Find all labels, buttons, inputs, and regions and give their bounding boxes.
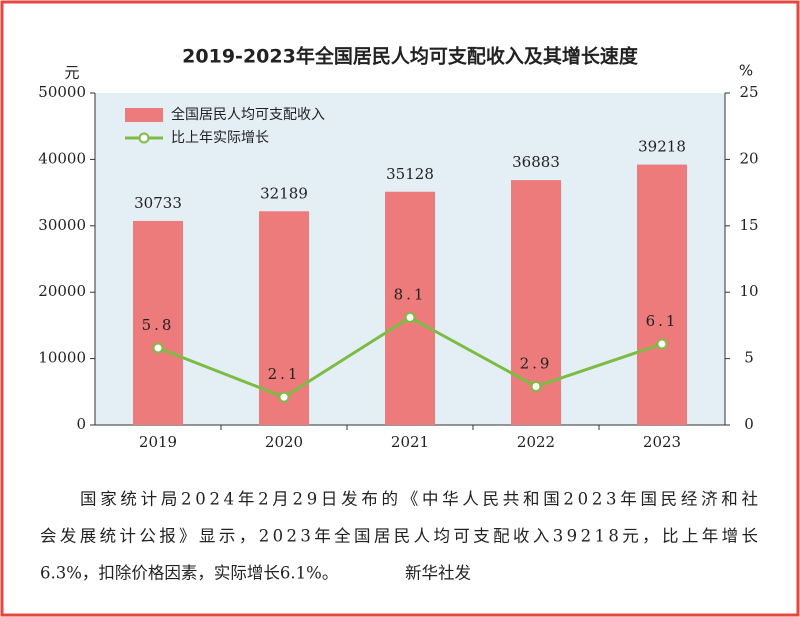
y2-tick-label: 5 [744, 349, 754, 367]
y-tick-label: 10000 [38, 349, 86, 367]
y2-tick-label: 25 [739, 83, 758, 101]
line-marker [278, 391, 290, 403]
chart-title: 2019-2023年全国居民人均可支配收入及其增长速度 [182, 45, 639, 68]
bar-value-label: 32189 [260, 184, 308, 202]
bar [637, 164, 687, 426]
y2-tick-label: 20 [739, 149, 758, 167]
y-tick-label: 20000 [38, 282, 86, 300]
legend-label: 比上年实际增长 [171, 130, 269, 146]
y2-tick-label: 0 [744, 415, 754, 433]
line-value-label: 8.1 [394, 285, 427, 303]
x-tick-label: 2022 [517, 433, 555, 451]
y2-tick-label: 10 [739, 282, 758, 300]
legend-swatch [125, 108, 163, 122]
caption-line: 6.3%，扣除价格因素，实际增长6.1%。 [40, 564, 338, 583]
line-marker [152, 342, 164, 354]
bar [133, 220, 183, 425]
y-tick-label: 50000 [38, 83, 86, 101]
bar-value-label: 39218 [638, 138, 686, 156]
line-value-label: 5.8 [142, 316, 175, 334]
bar-value-label: 36883 [512, 153, 560, 171]
caption-line: 会发展统计公报》显示，2023年全国居民人均可支配收入39218元，比上年增长 [40, 527, 758, 546]
y-axis-unit: 元 [64, 64, 79, 82]
line-marker [656, 338, 668, 350]
line-marker [530, 380, 542, 392]
x-tick-label: 2023 [643, 433, 681, 451]
y-tick-label: 0 [76, 415, 86, 433]
y2-tick-label: 15 [739, 216, 758, 234]
bar-value-label: 30733 [134, 194, 182, 212]
line-marker [404, 311, 416, 323]
y-tick-label: 40000 [38, 149, 86, 167]
x-tick-label: 2019 [139, 433, 177, 451]
line-value-label: 2.9 [520, 354, 553, 372]
caption-source: 新华社发 [405, 564, 471, 583]
bar [385, 191, 435, 425]
legend-label: 全国居民人均可支配收入 [171, 106, 325, 123]
x-tick-label: 2020 [265, 433, 303, 451]
legend-marker [138, 132, 150, 144]
bar-value-label: 35128 [386, 165, 434, 183]
y2-axis-unit: % [739, 62, 753, 80]
line-value-label: 6.1 [646, 312, 679, 330]
line-value-label: 2.1 [268, 365, 301, 383]
y-tick-label: 30000 [38, 216, 86, 234]
x-tick-label: 2021 [391, 433, 429, 451]
